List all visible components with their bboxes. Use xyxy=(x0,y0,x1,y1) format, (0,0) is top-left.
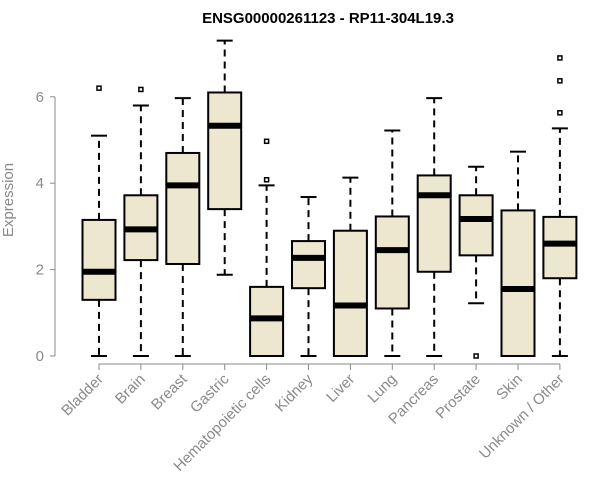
x-tick-label: Liver xyxy=(323,371,358,406)
outlier-point xyxy=(96,85,102,91)
iqr-box xyxy=(249,285,285,358)
box-bladder xyxy=(81,85,117,357)
iqr-box xyxy=(542,215,578,280)
boxes-layer xyxy=(81,39,578,359)
iqr-box xyxy=(416,174,452,273)
outlier-point xyxy=(138,86,144,93)
iqr-box xyxy=(165,151,201,265)
chart-title: ENSG00000261123 - RP11-304L19.3 xyxy=(202,10,454,27)
box-pancreas xyxy=(416,97,452,357)
y-tick-label: 2 xyxy=(36,262,44,279)
outlier-point xyxy=(473,353,479,359)
x-tick-label: Lung xyxy=(365,371,401,407)
y-tick-label: 6 xyxy=(36,89,44,106)
iqr-box xyxy=(374,215,410,310)
outlier-point xyxy=(557,55,563,61)
y-axis-label: Expression xyxy=(0,163,17,237)
y-tick-label: 0 xyxy=(36,348,44,365)
box-breast xyxy=(165,97,201,357)
box-brain xyxy=(123,86,159,357)
iqr-box xyxy=(332,229,368,357)
iqr-box xyxy=(207,91,243,211)
x-tick-label: Skin xyxy=(493,371,526,404)
box-liver xyxy=(332,176,368,357)
x-tick-label: Brain xyxy=(112,371,149,408)
iqr-box xyxy=(458,194,494,257)
y-axis: 0 2 4 6 xyxy=(36,89,56,365)
box-hematopoietic-cells xyxy=(249,138,285,358)
outlier-point xyxy=(557,110,563,116)
x-tick-label: Breast xyxy=(148,370,191,413)
y-tick-label: 4 xyxy=(36,175,44,192)
box-gastric xyxy=(207,39,243,276)
iqr-box xyxy=(500,209,536,357)
x-tick-label: Prostate xyxy=(432,371,484,423)
box-skin xyxy=(500,150,536,357)
iqr-box xyxy=(81,218,117,301)
outlier-point xyxy=(263,138,270,145)
outlier-point xyxy=(263,176,270,183)
box-unknown-other xyxy=(542,55,578,357)
iqr-box xyxy=(291,240,326,290)
x-tick-label: Kidney xyxy=(272,370,317,415)
box-lung xyxy=(374,129,410,357)
outlier-point xyxy=(557,78,563,84)
box-prostate xyxy=(458,165,494,359)
box-kidney xyxy=(291,196,326,357)
x-tick-label: Bladder xyxy=(58,371,107,420)
